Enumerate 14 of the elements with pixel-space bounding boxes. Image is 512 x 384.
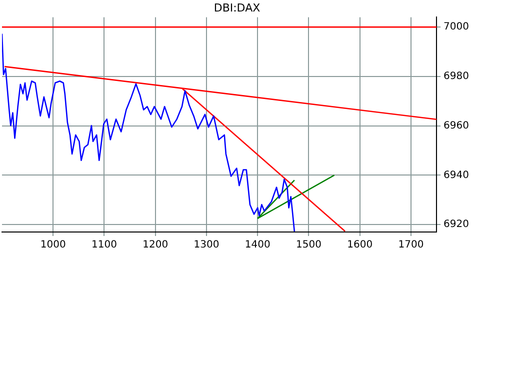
x-tick-label: 1400: [244, 240, 270, 251]
x-tick-label: 1200: [142, 240, 168, 251]
y-tick-label: 6940: [444, 170, 470, 181]
x-tick-label: 1300: [194, 240, 220, 251]
x-tick-label: 1000: [40, 240, 66, 251]
x-tick-label: 1700: [398, 240, 424, 251]
chart-title: DBI:DAX: [214, 1, 261, 14]
y-tick-label: 6980: [444, 71, 470, 82]
x-tick-label: 1500: [296, 240, 322, 251]
y-tick-label: 6920: [444, 219, 470, 230]
x-tick-label: 1100: [92, 240, 117, 251]
y-tick-label: 7000: [444, 22, 470, 33]
y-tick-label: 6960: [444, 120, 470, 132]
x-tick-label: 1600: [347, 240, 373, 251]
